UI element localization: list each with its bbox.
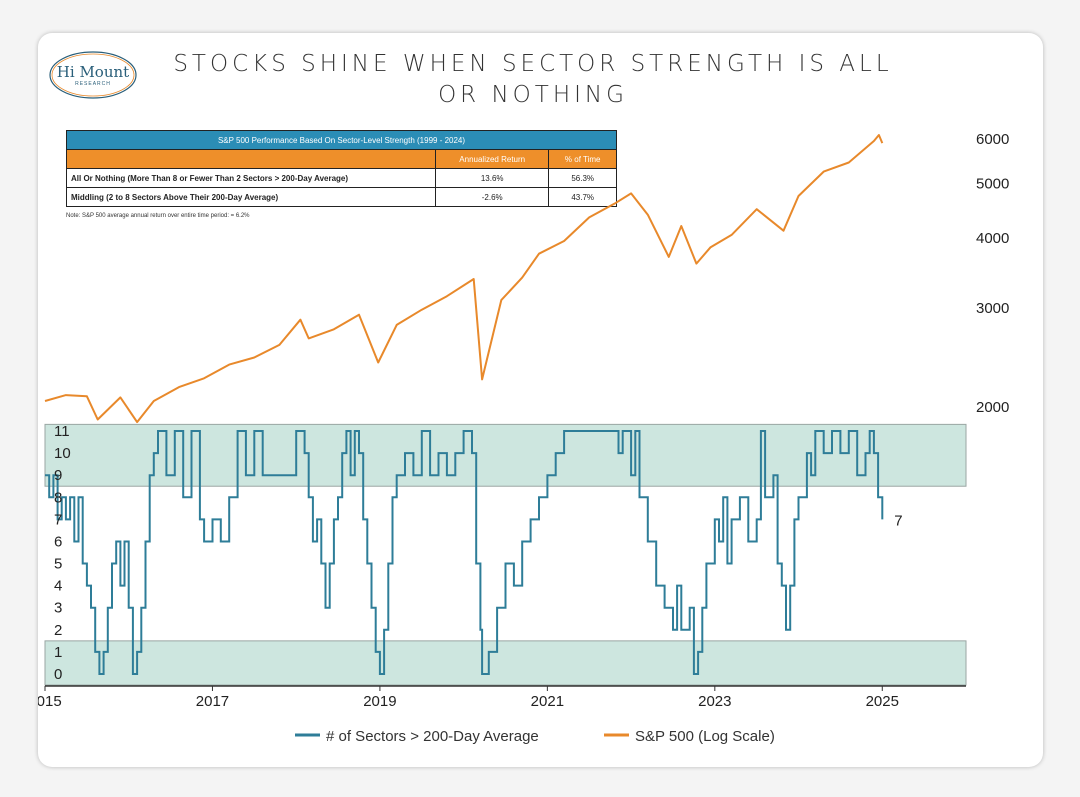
sp500-tick-label: 5000 — [976, 175, 1009, 192]
sector-tick-label: 1 — [54, 644, 62, 661]
sector-tick-label: 7 — [54, 511, 62, 528]
x-tick-label: 2021 — [531, 693, 564, 710]
end-value-annotation: 7 — [894, 512, 902, 529]
x-tick-label: 2025 — [866, 693, 899, 710]
table-row: Middling (2 to 8 Sectors Above Their 200… — [66, 187, 617, 207]
table-cell-time: 43.7% — [548, 187, 617, 207]
table-title: S&P 500 Performance Based On Sector-Leve… — [66, 130, 617, 150]
sector-tick-label: 4 — [54, 578, 62, 595]
logo-subtitle: RESEARCH — [75, 81, 111, 87]
sp500-tick-label: 4000 — [976, 230, 1009, 247]
sp500-tick-label: 3000 — [976, 300, 1009, 317]
sectors-series-line — [45, 430, 884, 675]
sp500-tick-label: 2000 — [976, 399, 1009, 416]
sector-tick-label: 10 — [54, 445, 71, 462]
sector-tick-label: 11 — [54, 423, 70, 440]
sector-tick-label: 0 — [54, 666, 62, 683]
chart-title-line-1: STOCKS SHINE WHEN SECTOR STRENGTH IS ALL — [173, 51, 893, 77]
chart-title-line-2: OR NOTHING — [438, 82, 628, 108]
chart-title: STOCKS SHINE WHEN SECTOR STRENGTH IS ALL… — [138, 49, 928, 111]
sector-tick-label: 3 — [54, 600, 62, 617]
table-cell-return: -2.6% — [434, 187, 550, 207]
x-tick-label: 2019 — [363, 693, 396, 710]
sector-tick-label: 2 — [54, 622, 62, 639]
sector-tick-label: 6 — [54, 533, 62, 550]
sp500-tick-label: 6000 — [976, 131, 1009, 148]
table-note: Note: S&P 500 average annual return over… — [66, 213, 250, 219]
x-tick-label: 2015 — [38, 693, 62, 710]
legend-label-sp500: S&P 500 (Log Scale) — [635, 728, 775, 745]
x-tick-label: 2017 — [196, 693, 229, 710]
sp500-series-line — [44, 134, 884, 424]
logo-wordmark: Hi Mount — [57, 63, 129, 81]
sector-tick-label: 8 — [54, 489, 62, 506]
sector-tick-label: 9 — [54, 467, 62, 484]
dual-line-chart: 2015 2017 2019 2021 2023 2025 0 1 2 3 4 5 6 7 8 9 10 11 20… — [38, 131, 1009, 745]
legend: # of Sectors > 200-Day Average S&P 500 (… — [295, 728, 775, 745]
table-header-pct-of-time: % of Time — [548, 149, 617, 169]
legend-label-sectors: # of Sectors > 200-Day Average — [326, 728, 539, 745]
sector-tick-label: 5 — [54, 556, 62, 573]
performance-table: S&P 500 Performance Based On Sector-Leve… — [66, 130, 617, 207]
chart-card: Hi Mount RESEARCH STOCKS SHINE WHEN SECT… — [38, 33, 1043, 767]
lower-band — [44, 640, 967, 686]
x-tick-label: 2023 — [698, 693, 731, 710]
hi-mount-logo: Hi Mount RESEARCH — [49, 51, 137, 99]
